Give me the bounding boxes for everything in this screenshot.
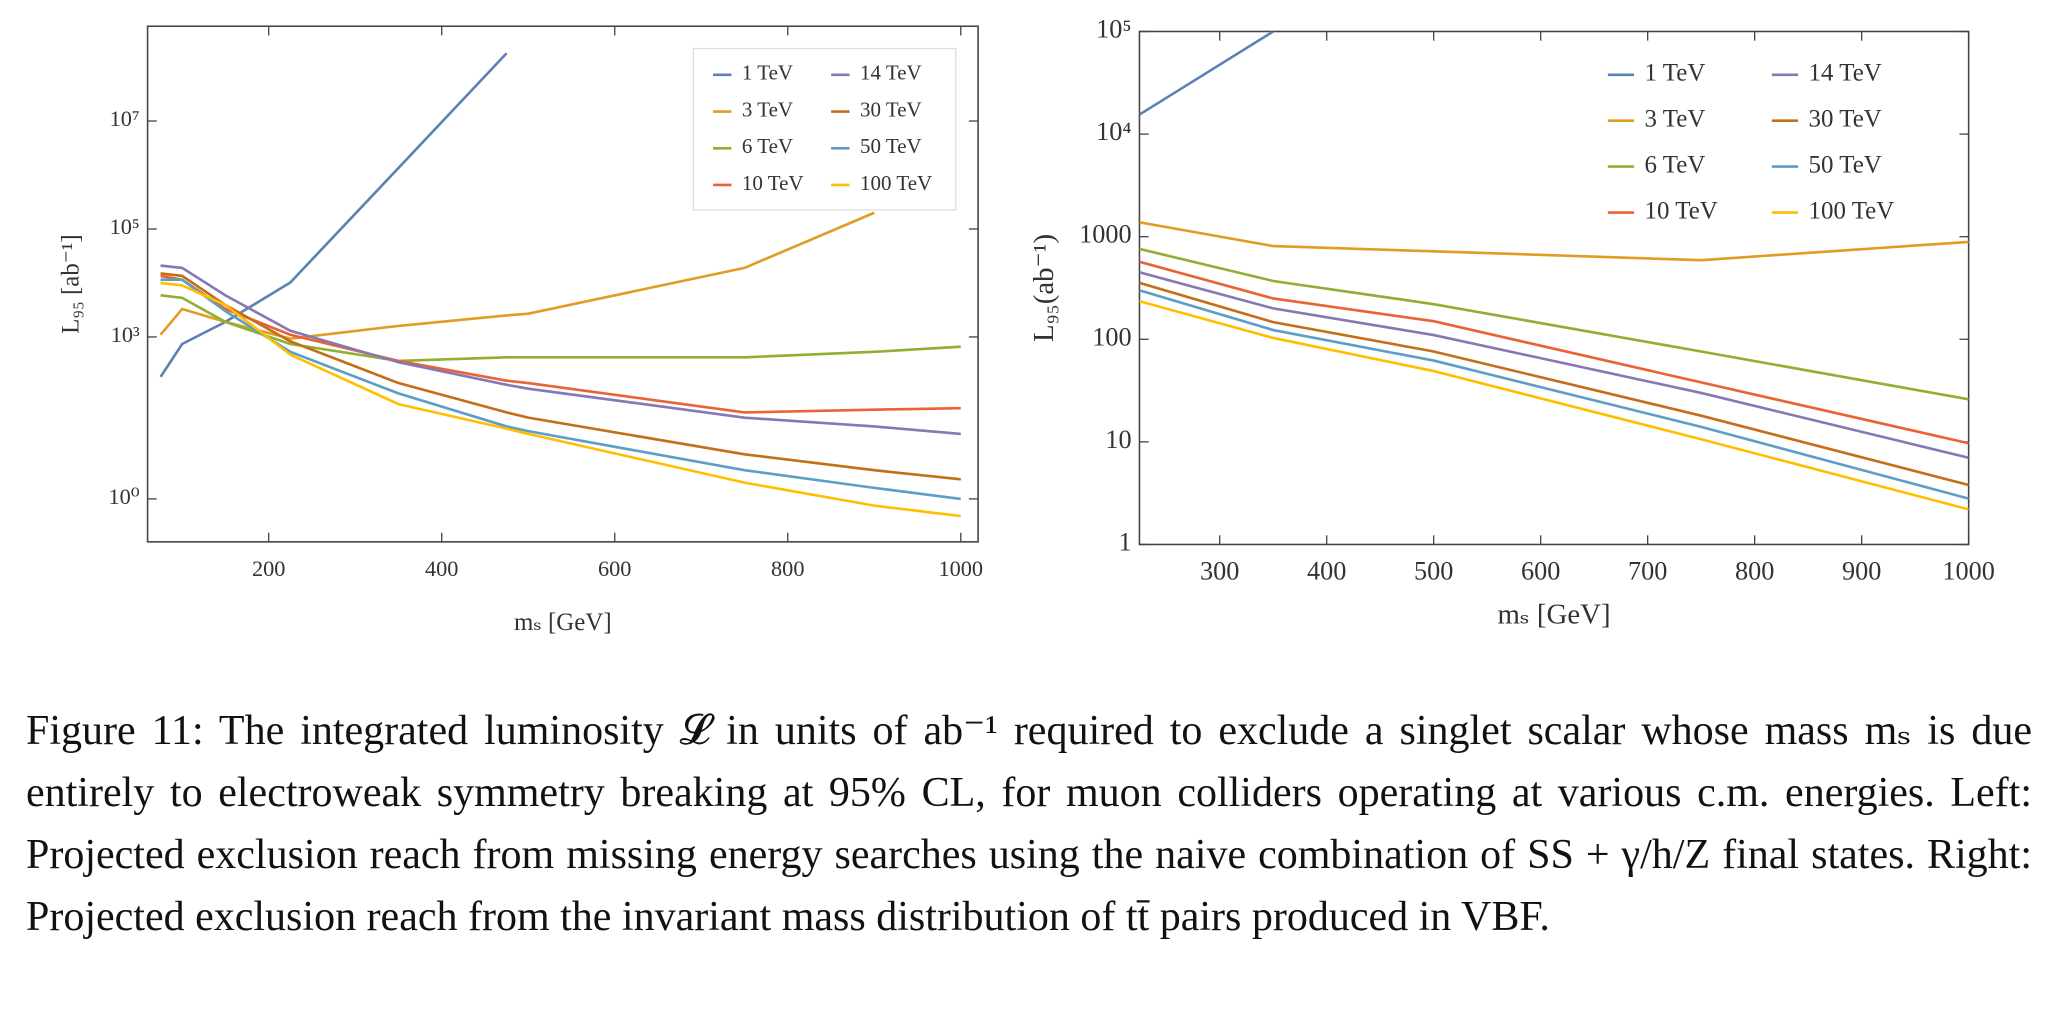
x-tick-label: 800 bbox=[1735, 556, 1774, 585]
x-tick-label: 600 bbox=[1521, 556, 1560, 585]
x-tick-label: 300 bbox=[1200, 556, 1239, 585]
x-tick-label: 400 bbox=[1307, 556, 1346, 585]
legend-label: 1 TeV bbox=[742, 61, 793, 85]
series-line bbox=[1139, 289, 1969, 500]
series-line bbox=[1139, 281, 1969, 487]
x-tick-label: 400 bbox=[425, 556, 458, 581]
x-tick-label: 900 bbox=[1842, 556, 1881, 585]
series-line bbox=[159, 52, 508, 378]
legend-label: 3 TeV bbox=[1645, 105, 1706, 132]
y-axis-label: L₉₅(ab⁻¹) bbox=[1028, 234, 1060, 342]
series-line bbox=[1139, 260, 1969, 445]
series-line bbox=[1139, 221, 1969, 262]
x-tick-label: 800 bbox=[771, 556, 804, 581]
legend-label: 50 TeV bbox=[1809, 151, 1882, 178]
x-tick-label: 1000 bbox=[938, 556, 983, 581]
caption: Figure 11: The integrated luminosity 𝓛 i… bbox=[26, 708, 2032, 940]
x-tick-label: 1000 bbox=[1942, 556, 1994, 585]
x-tick-label: 600 bbox=[598, 556, 631, 581]
y-tick-label: 10³ bbox=[111, 322, 140, 347]
series-line bbox=[1139, 247, 1969, 401]
series-line bbox=[160, 264, 961, 436]
y-tick-label: 1000 bbox=[1079, 220, 1131, 249]
plot-frame bbox=[1138, 30, 1970, 546]
x-tick-label: 700 bbox=[1628, 556, 1667, 585]
plot-area bbox=[159, 52, 961, 518]
series-line bbox=[1139, 31, 1274, 116]
figure: 200 400 600 800 1000 10⁰ 10³ 10⁵ 10⁷ mₛ [GeV] L₉₅ … bbox=[58, 15, 1995, 637]
series-line bbox=[160, 294, 961, 363]
legend-label: 6 TeV bbox=[742, 134, 793, 158]
x-axis-label: mₛ [GeV] bbox=[1497, 598, 1610, 630]
legend-label: 10 TeV bbox=[1645, 197, 1718, 224]
series-line bbox=[1139, 299, 1969, 511]
legend-label: 10 TeV bbox=[742, 171, 804, 195]
y-tick-label: 100 bbox=[1092, 322, 1131, 351]
y-axis-label: L₉₅ [ab⁻¹] bbox=[58, 234, 85, 334]
legend-label: 50 TeV bbox=[860, 134, 922, 158]
y-tick-label: 10 bbox=[1105, 425, 1131, 454]
legend-label: 30 TeV bbox=[860, 97, 922, 121]
legend-label: 100 TeV bbox=[860, 171, 932, 195]
y-tick-label: 10⁷ bbox=[110, 106, 140, 131]
legend-label: 3 TeV bbox=[742, 97, 793, 121]
x-axis-label: mₛ [GeV] bbox=[514, 609, 612, 636]
legend-label: 100 TeV bbox=[1809, 197, 1895, 224]
series-line bbox=[1139, 270, 1969, 460]
x-tick-label: 500 bbox=[1414, 556, 1453, 585]
series-line bbox=[159, 211, 875, 340]
legend-label: 30 TeV bbox=[1809, 105, 1882, 132]
x-tick-label: 200 bbox=[252, 556, 285, 581]
series-line bbox=[160, 272, 961, 481]
y-tick-label: 10⁵ bbox=[1096, 15, 1131, 44]
plot-frame bbox=[146, 25, 979, 543]
legend-label: 1 TeV bbox=[1645, 60, 1706, 87]
legend-label: 14 TeV bbox=[1809, 60, 1882, 87]
series-line bbox=[160, 281, 961, 518]
legend-label: 6 TeV bbox=[1645, 151, 1706, 178]
plot-area bbox=[1139, 31, 1969, 511]
y-tick-label: 10⁰ bbox=[108, 484, 139, 509]
legend-box bbox=[692, 47, 957, 211]
y-tick-label: 10⁵ bbox=[110, 214, 140, 239]
y-tick-label: 1 bbox=[1118, 527, 1131, 556]
y-tick-label: 10⁴ bbox=[1096, 117, 1131, 146]
legend-label: 14 TeV bbox=[860, 61, 922, 85]
